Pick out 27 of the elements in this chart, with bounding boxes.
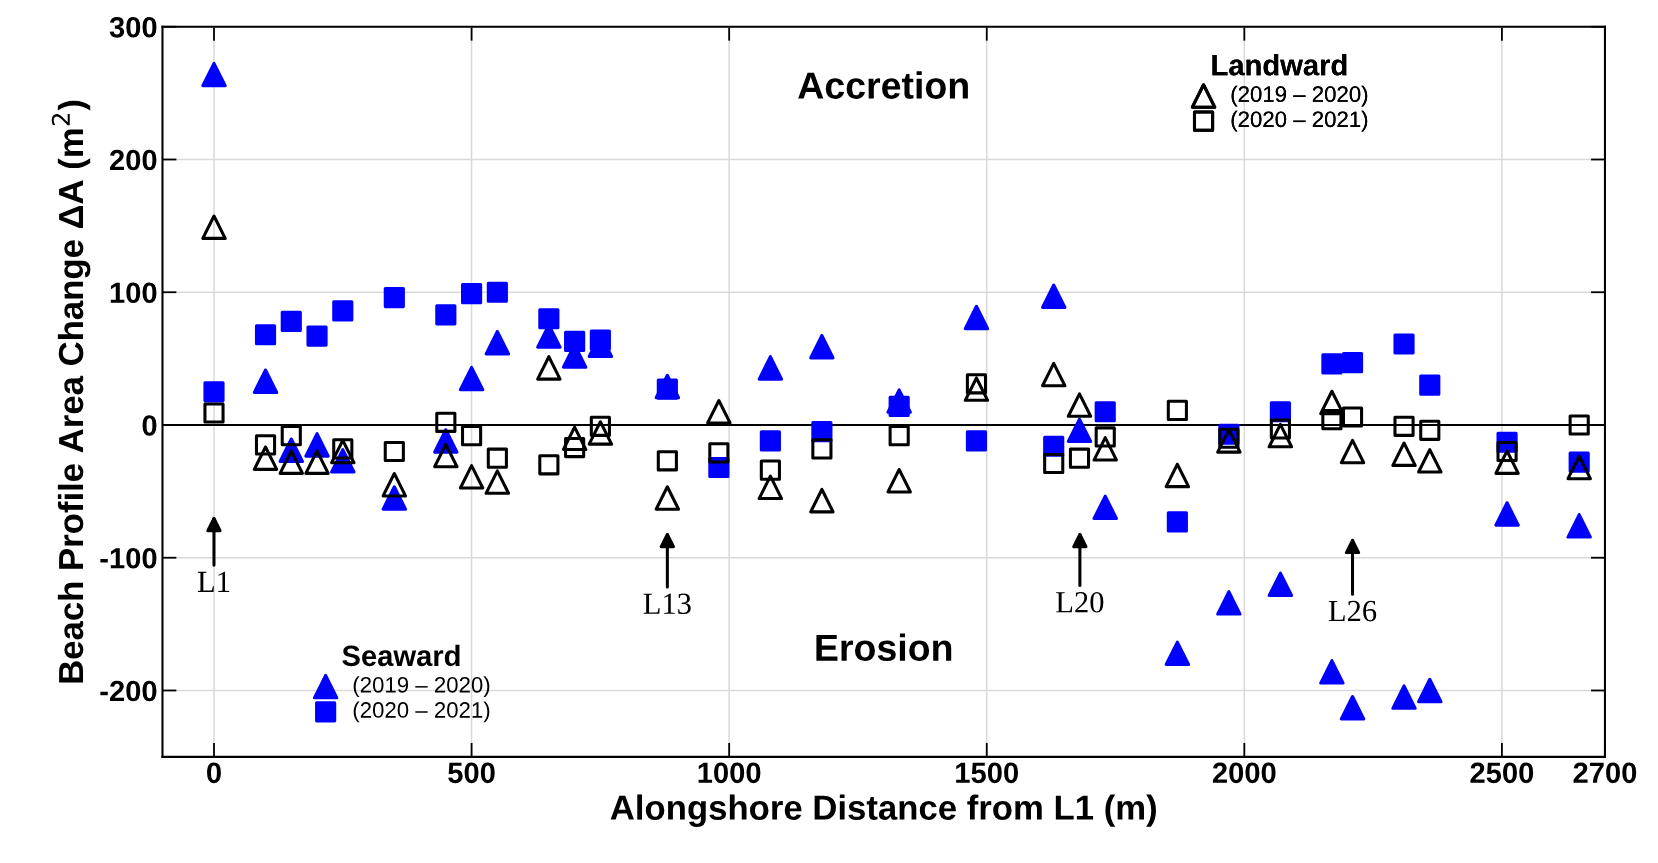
x-axis-title: Alongshore Distance from L1 (m) — [610, 794, 1156, 827]
y-axis-title: Beach Profile Area Change ΔA (m$^{2}$) — [51, 100, 91, 683]
legend-label: (2020 – 2021) — [1231, 110, 1368, 132]
text: Landward — [1212, 54, 1347, 76]
legend-label: (2019 – 2020) — [1231, 85, 1368, 107]
annotation: Erosion — [816, 633, 952, 662]
annotation: L20 — [1056, 592, 1104, 613]
y-tick-label: -100 — [100, 547, 157, 569]
text: Seaward — [342, 644, 460, 667]
x-tick-label: 2000 — [1212, 762, 1276, 784]
x-tick-label: 0 — [207, 762, 221, 784]
annotation: L13 — [643, 593, 691, 615]
legend-label: (2020 – 2021) — [353, 701, 490, 723]
x-tick-label: 500 — [448, 762, 495, 784]
annotation: L1 — [197, 571, 230, 592]
y-tick-label: 200 — [109, 149, 157, 171]
y-tick-label: 0 — [142, 415, 157, 436]
legend-label: (2019 – 2020) — [353, 676, 490, 698]
y-tick-label: 100 — [110, 282, 157, 304]
x-tick-label: 2500 — [1470, 762, 1534, 784]
annotation: Accretion — [798, 71, 968, 99]
annotation: L26 — [1328, 600, 1377, 622]
x-tick-label: 1500 — [956, 762, 1018, 784]
x-tick-label: 2700 — [1573, 762, 1637, 784]
x-tick-label: 1000 — [698, 762, 761, 784]
y-tick-label: -200 — [100, 680, 157, 702]
y-tick-label: 300 — [109, 16, 157, 38]
